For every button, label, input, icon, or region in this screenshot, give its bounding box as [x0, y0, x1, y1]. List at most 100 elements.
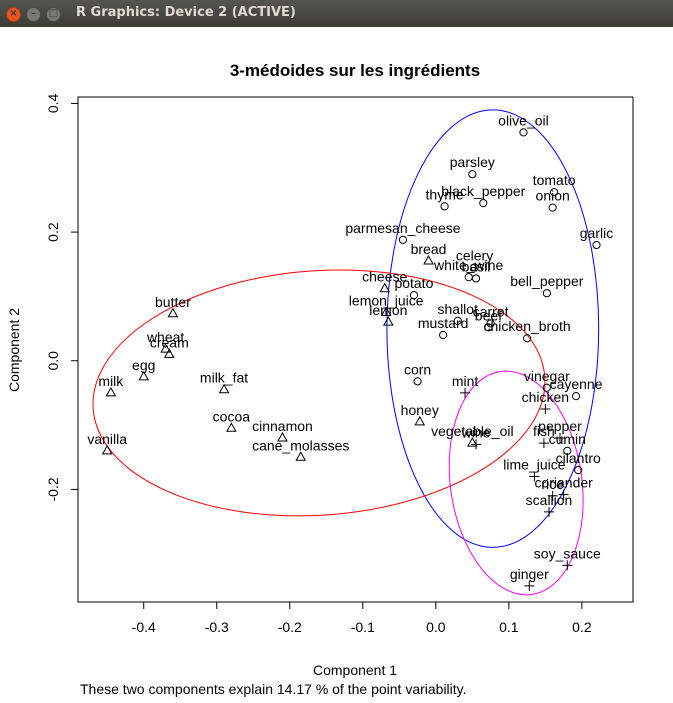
point-honey: [414, 415, 426, 426]
label-black_pepper: black_pepper: [441, 183, 525, 199]
label-celery: celery: [456, 247, 493, 263]
window-titlebar: × – □ R Graphics: Device 2 (ACTIVE): [0, 0, 673, 27]
variance-caption: These two components explain 14.17 % of …: [80, 681, 467, 697]
label-chicken_broth: chicken_broth: [484, 318, 571, 334]
cluster-plot: 3-médoides sur les ingrédients -0.4 -0.3-…: [6, 61, 634, 697]
label-carrot: carrot: [473, 303, 509, 319]
x-tick-label: 0.2: [572, 619, 592, 635]
close-icon: ×: [9, 8, 18, 19]
point-chicken: [540, 404, 551, 415]
label-onion: onion: [536, 188, 570, 204]
label-honey: honey: [401, 402, 439, 418]
point-vinegar: [542, 383, 551, 392]
close-window-button[interactable]: ×: [6, 7, 21, 22]
label-cheese: cheese: [362, 269, 407, 285]
label-basil: basil: [462, 258, 491, 274]
point-basil: [471, 274, 481, 283]
point-wine: [470, 439, 481, 450]
label-cilantro: cilantro: [556, 450, 601, 466]
y-tick-label: -0.2: [45, 477, 61, 501]
minimize-icon: –: [31, 8, 36, 19]
point-celery: [470, 263, 479, 272]
point-bread: [423, 255, 434, 265]
point-scallion: [544, 506, 555, 517]
label-vinegar: vinegar: [524, 368, 570, 384]
point-chicken_broth: [523, 334, 532, 343]
point-thyme: [440, 202, 449, 211]
x-tick-label: -0.1: [351, 619, 375, 635]
point-cream: [163, 348, 175, 358]
point-black_pepper: [479, 199, 488, 208]
x-tick-label: -0.3: [205, 619, 229, 635]
plot-frame: [77, 96, 634, 603]
point-potato: [409, 291, 419, 300]
point-vegetable_oil: [466, 437, 478, 447]
label-beef: beef: [475, 307, 502, 323]
label-pepper: pepper: [538, 418, 582, 434]
y-axis-label: Component 2: [6, 308, 22, 392]
point-mint: [460, 387, 471, 398]
chart-title: 3-médoides sur les ingrédients: [230, 61, 480, 80]
point-milk_fat: [218, 383, 230, 394]
label-chicken: chicken: [522, 389, 569, 405]
point-fish: [538, 438, 549, 449]
x-tick-label: -0.2: [278, 619, 302, 635]
point-beef: [484, 323, 493, 332]
label-olive_oil: olive_oil: [498, 112, 549, 128]
point-cheese: [379, 282, 391, 293]
point-soy_sauce: [562, 560, 573, 571]
cluster-ellipse-3: [448, 370, 584, 596]
point-cane_molasses: [295, 451, 307, 461]
label-parmesan_cheese: parmesan_cheese: [345, 220, 460, 236]
label-corn: corn: [404, 361, 431, 377]
label-cinnamon: cinnamon: [252, 418, 313, 434]
point-cumin: [563, 446, 572, 455]
label-white_wine: white_wine: [433, 257, 503, 273]
x-tick-label: 0.1: [499, 619, 519, 635]
window-title: R Graphics: Device 2 (ACTIVE): [76, 5, 296, 20]
label-lemon: lemon: [369, 302, 407, 318]
point-cocoa: [226, 422, 237, 432]
label-cream: cream: [150, 334, 189, 350]
label-coriander: coriander: [534, 475, 593, 491]
point-ginger: [524, 580, 535, 591]
point-lemon: [383, 316, 394, 326]
data-points: [101, 128, 601, 591]
point-lemon_juice: [380, 306, 392, 317]
point-rice: [547, 490, 558, 501]
cluster-ellipse-1: [386, 109, 600, 548]
y-tick-label: 0.2: [45, 222, 61, 242]
label-tomato: tomato: [533, 172, 576, 188]
y-tick-label: 0.4: [45, 93, 61, 113]
label-scallion: scallion: [526, 492, 573, 508]
point-lime_juice: [529, 471, 540, 482]
label-cayenne: cayenne: [550, 376, 603, 392]
label-milk: milk: [98, 373, 124, 389]
label-lime_juice: lime_juice: [503, 457, 565, 473]
point-cilantro: [574, 466, 583, 475]
point-onion: [548, 203, 557, 212]
axes: -0.4 -0.3 -0.2 -0.1 0.0 0.1 0.2 -0.2 0.0 0.2 0.4: [45, 93, 592, 635]
label-parsley: parsley: [450, 154, 495, 170]
point-carrot: [486, 319, 495, 328]
label-vegetable_oil: vegetable_oil: [431, 423, 514, 439]
point-vanilla: [101, 444, 113, 455]
point-corn: [413, 377, 422, 386]
label-egg: egg: [132, 357, 155, 373]
point-parsley: [468, 170, 477, 179]
minimize-window-button[interactable]: –: [26, 7, 41, 22]
maximize-window-button[interactable]: □: [46, 7, 61, 22]
label-mint: mint: [452, 373, 479, 389]
label-lemon_juice: lemon_juice: [349, 293, 424, 309]
point-bell_pepper: [542, 289, 551, 298]
label-shallot: shallot: [438, 301, 479, 317]
point-shallot: [453, 316, 462, 325]
label-potato: potato: [394, 275, 433, 291]
point-garlic: [592, 240, 601, 250]
label-thyme: thyme: [426, 186, 464, 202]
point-cinnamon: [277, 431, 288, 442]
cluster-ellipse-2: [92, 269, 546, 517]
y-tick-label: 0.0: [45, 351, 61, 371]
x-tick-label: 0.0: [426, 619, 446, 635]
